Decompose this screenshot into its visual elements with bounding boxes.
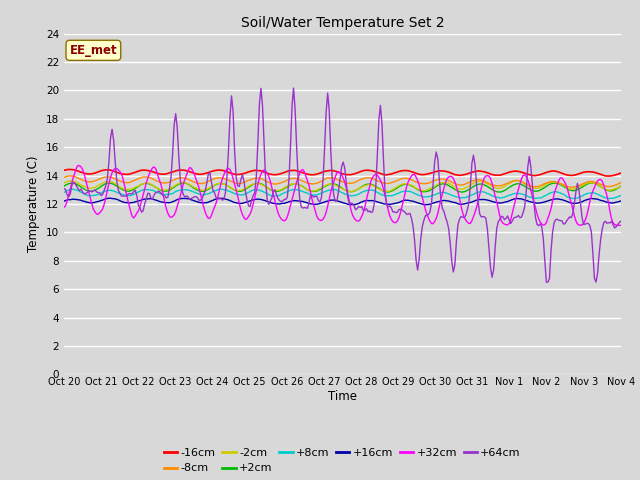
Title: Soil/Water Temperature Set 2: Soil/Water Temperature Set 2: [241, 16, 444, 30]
Legend: -16cm, -8cm, -2cm, +2cm, +8cm, +16cm, +32cm, +64cm: -16cm, -8cm, -2cm, +2cm, +8cm, +16cm, +3…: [159, 444, 525, 478]
X-axis label: Time: Time: [328, 390, 357, 403]
Y-axis label: Temperature (C): Temperature (C): [28, 156, 40, 252]
Text: EE_met: EE_met: [70, 44, 117, 57]
